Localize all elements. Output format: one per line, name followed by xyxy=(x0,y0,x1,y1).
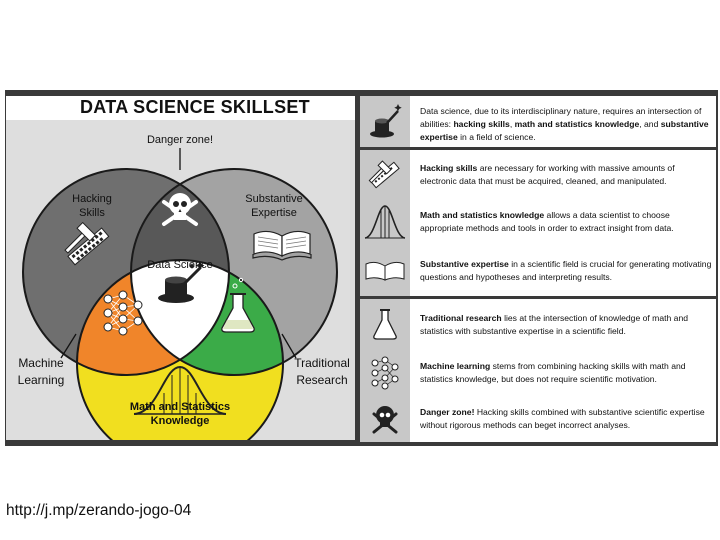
desc-hacking: Hacking skills are necessary for working… xyxy=(360,154,716,196)
desc-substantive-text: Substantive expertise in a scientific fi… xyxy=(420,259,712,282)
desc-danger-text: Danger zone! Hacking skills combined wit… xyxy=(420,407,705,430)
open-book-icon xyxy=(252,230,312,261)
hammer-keyboard-icon xyxy=(360,154,410,201)
description-panel: Data science, due to its interdisciplina… xyxy=(360,92,716,442)
desc-intro-text: Data science, due to its interdisciplina… xyxy=(420,106,709,142)
title-bar xyxy=(6,96,355,120)
bell-curve-icon xyxy=(133,365,227,415)
neural-network-icon xyxy=(103,290,143,336)
desc-traditional-text: Traditional research lies at the interse… xyxy=(420,313,688,336)
desc-math-text: Math and statistics knowledge allows a d… xyxy=(420,210,674,233)
skull-crossbones-icon xyxy=(360,398,410,445)
desc-intro: Data science, due to its interdisciplina… xyxy=(360,101,716,142)
desc-danger: Danger zone! Hacking skills combined wit… xyxy=(360,398,716,440)
open-book-icon xyxy=(360,250,410,297)
hammer-keyboard-icon xyxy=(67,227,110,266)
desc-substantive: Substantive expertise in a scientific fi… xyxy=(360,250,716,292)
hammer-icon xyxy=(64,221,97,254)
neural-network-icon xyxy=(360,352,410,399)
label-data-science: Data Science xyxy=(147,259,213,271)
flask-icon xyxy=(221,277,255,333)
label-math-statistics: Math and Statistics Knowledge xyxy=(129,401,231,427)
desc-ml-text: Machine learning stems from combining ha… xyxy=(420,361,686,384)
desc-ml: Machine learning stems from combining ha… xyxy=(360,352,716,394)
label-traditional-research: Traditional Research xyxy=(294,356,350,387)
label-substantive-expertise: Substantive Expertise xyxy=(245,193,303,219)
desc-math: Math and statistics knowledge allows a d… xyxy=(360,200,716,246)
label-hacking-skills: Hacking Skills xyxy=(72,193,112,219)
desc-traditional: Traditional research lies at the interse… xyxy=(360,304,716,346)
label-danger-zone: Danger zone! xyxy=(146,134,214,146)
source-link[interactable]: http://j.mp/zerando-jogo-04 xyxy=(6,502,192,519)
magic-hat-icon xyxy=(360,101,410,146)
bell-curve-icon xyxy=(360,200,410,251)
desc-hacking-text: Hacking skills are necessary for working… xyxy=(420,163,675,186)
magic-hat-icon xyxy=(158,261,205,303)
infographic-title: DATA SCIENCE SKILLSET xyxy=(80,97,310,117)
skull-crossbones-icon xyxy=(162,193,198,226)
flask-icon xyxy=(360,304,410,351)
label-machine-learning: Machine Learning xyxy=(17,356,65,387)
group-intro xyxy=(360,96,716,147)
venn-diagram xyxy=(22,148,338,440)
